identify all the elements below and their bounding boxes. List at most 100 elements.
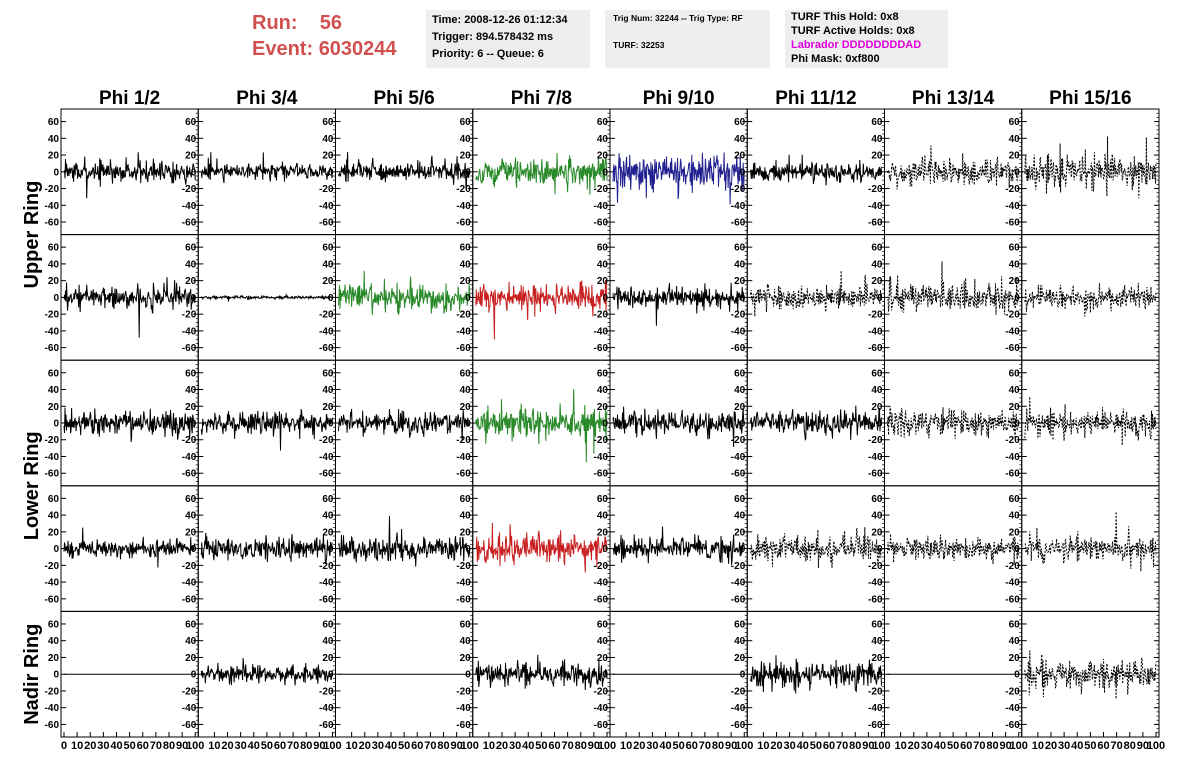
ytick-label: 40 [460,511,472,522]
ytick-label: -40 [319,201,334,212]
waveform-trace [63,527,196,568]
waveform-trace [887,261,1020,315]
event-label: Event: [252,38,314,60]
ytick-label: -60 [731,218,746,229]
waveform-trace [200,532,333,565]
ytick-label: -20 [319,686,334,697]
xtick-label: 20 [359,740,371,752]
ytick-label: -20 [1005,310,1020,321]
waveform-trace [200,293,333,302]
ytick-label: 20 [460,276,472,287]
ytick-label: -20 [1005,686,1020,697]
ytick-label: -60 [594,343,609,354]
ytick-label: -40 [182,326,197,337]
ytick-label: 20 [48,151,60,162]
ytick-label: 20 [871,527,883,538]
trigger-line: Trigger: 894.578432 ms [432,31,554,43]
ytick-label: 40 [460,134,472,145]
ytick-label: -40 [868,703,883,714]
ytick-label: -20 [456,435,471,446]
ytick-label: 40 [322,134,334,145]
xtick-label: 70 [287,740,299,752]
ytick-label: 0 [602,544,608,555]
ytick-label: -60 [456,343,471,354]
ytick-label: 20 [322,653,334,664]
ytick-label: -20 [319,561,334,572]
run-line: Run: 56 [252,10,422,36]
column-title: Phi 11/12 [775,88,856,109]
xtick-label: 40 [522,740,534,752]
ytick-label: 40 [734,259,746,270]
ytick-label: -20 [731,184,746,195]
xtick-label: 50 [947,740,959,752]
ytick-label: -40 [594,201,609,212]
ytick-label: -60 [868,594,883,605]
waveform-trace [1024,282,1157,317]
ytick-label: 60 [871,243,883,254]
ytick-label: -60 [1005,218,1020,229]
ytick-label: 20 [1009,402,1021,413]
ytick-label: 60 [48,368,60,379]
ytick-label: 40 [1009,385,1021,396]
xtick-label: 100 [1147,740,1165,752]
ytick-label: -20 [45,435,60,446]
xtick-label: 90 [176,740,188,752]
ytick-label: 60 [597,368,609,379]
ytick-label: 40 [734,134,746,145]
ytick-label: -20 [456,686,471,697]
ytick-label: 60 [48,243,60,254]
xtick-label: 60 [1097,740,1109,752]
column-title: Phi 15/16 [1049,88,1131,109]
ytick-label: -60 [45,594,60,605]
ytick-label: 60 [871,619,883,630]
waveform-trace [749,270,882,317]
ytick-label: 40 [1009,259,1021,270]
ytick-label: -40 [868,452,883,463]
ytick-label: 0 [1014,544,1020,555]
xtick-label: 20 [221,740,233,752]
ytick-label: -20 [1005,435,1020,446]
column-title: Phi 7/8 [511,88,572,109]
ytick-label: -40 [45,578,60,589]
ytick-label: -60 [731,469,746,480]
ytick-label: 20 [871,276,883,287]
waveform-trace [200,409,333,451]
ytick-label: 60 [1009,243,1021,254]
ytick-label: -40 [45,201,60,212]
ytick-label: 40 [185,259,197,270]
waveform-trace [475,389,608,463]
xtick-label: 100 [735,740,753,752]
ytick-label: 60 [322,117,334,128]
ytick-label: 60 [734,368,746,379]
xtick-label: 70 [150,740,162,752]
ytick-label: -40 [731,703,746,714]
waveform-trace [612,526,745,566]
xtick-label: 20 [1045,740,1057,752]
ytick-label: -60 [319,343,334,354]
ytick-label: 20 [48,527,60,538]
ytick-label: -20 [1005,184,1020,195]
ytick-label: -20 [45,686,60,697]
ytick-label: 0 [877,670,883,681]
ytick-label: -40 [456,703,471,714]
ytick-label: 0 [191,544,197,555]
column-title: Phi 1/2 [99,88,160,109]
ytick-label: -20 [731,310,746,321]
ytick-label: -20 [868,561,883,572]
ytick-label: -40 [45,703,60,714]
run-event-box: Run: 56 Event: 6030244 [252,10,422,62]
xtick-label: 80 [1124,740,1136,752]
xtick-label: 10 [483,740,495,752]
ytick-label: -60 [456,594,471,605]
ytick-label: 0 [602,167,608,178]
xtick-label: 100 [1010,740,1028,752]
ytick-label: 0 [191,419,197,430]
ytick-label: -40 [182,703,197,714]
ytick-label: 20 [1009,527,1021,538]
phi-mask-line: Phi Mask: 0xf800 [791,53,880,65]
xtick-label: 70 [562,740,574,752]
waveform-trace [63,277,196,338]
xtick-label: 70 [1111,740,1123,752]
ytick-label: 0 [602,293,608,304]
event-value: 6030244 [318,38,397,60]
